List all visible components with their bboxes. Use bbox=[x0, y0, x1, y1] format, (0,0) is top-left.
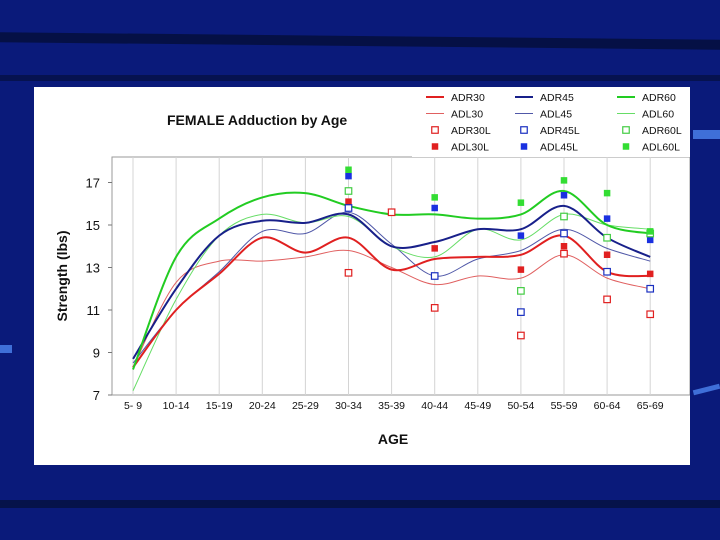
chart-panel: 5- 9 10-14 15-19 20-24 25-29 30-34 35-39 40-44 4… bbox=[34, 87, 690, 465]
legend-swatch bbox=[622, 126, 630, 134]
x-tick-label: 50-54 bbox=[507, 400, 534, 412]
data-point-adl30l bbox=[646, 270, 654, 278]
background-band bbox=[0, 32, 720, 50]
series-layer bbox=[132, 166, 655, 392]
x-tick-label: 55-59 bbox=[551, 400, 578, 412]
y-axis-title: Strength (lbs) bbox=[54, 231, 70, 322]
data-point-adr60l bbox=[560, 212, 568, 221]
series-line-adr45 bbox=[132, 204, 651, 360]
legend-swatch bbox=[431, 126, 439, 134]
plot-area bbox=[111, 156, 690, 396]
x-tick-label: 45-49 bbox=[464, 400, 491, 412]
legend-swatch bbox=[431, 143, 439, 150]
data-point-adr30l bbox=[387, 208, 396, 217]
data-point-adr60l bbox=[517, 287, 525, 295]
y-tick-label: 13 bbox=[86, 261, 100, 276]
legend-label: ADL45 bbox=[540, 109, 572, 121]
legend-label: ADR45L bbox=[540, 125, 580, 137]
data-point-adr30l bbox=[603, 295, 611, 304]
x-tick-label: 15-19 bbox=[206, 400, 233, 412]
data-point-adr30l bbox=[344, 268, 353, 277]
legend-swatch bbox=[520, 143, 528, 150]
legend-label: ADR60L bbox=[642, 125, 682, 137]
x-tick-label: 10-14 bbox=[163, 400, 190, 412]
series-line-adr60 bbox=[132, 189, 651, 370]
x-tick-label: 60-64 bbox=[594, 400, 621, 412]
background-band bbox=[0, 75, 720, 81]
x-axis-title: AGE bbox=[378, 431, 408, 447]
data-point-adl30l bbox=[560, 243, 568, 250]
legend-label: ADR30 bbox=[451, 92, 485, 104]
x-tick-label: 65-69 bbox=[637, 400, 664, 412]
data-point-adl60l bbox=[646, 228, 654, 235]
x-tick-label: 40-44 bbox=[421, 400, 448, 412]
decorative-accent bbox=[692, 383, 720, 396]
data-point-adl45l bbox=[431, 204, 438, 212]
legend-label: ADL30 bbox=[451, 109, 483, 121]
data-point-adl30l bbox=[345, 198, 352, 205]
y-tick-label: 9 bbox=[93, 346, 100, 361]
data-point-adl30l bbox=[603, 251, 611, 258]
x-tick-label: 5- 9 bbox=[124, 400, 142, 412]
y-tick-label: 7 bbox=[93, 388, 100, 403]
data-point-adr45l bbox=[560, 229, 568, 238]
data-point-adr45l bbox=[344, 204, 353, 212]
x-tick-label: 20-24 bbox=[249, 400, 276, 412]
data-point-adr30l bbox=[560, 249, 568, 258]
data-point-adl30l bbox=[517, 266, 525, 273]
legend-box bbox=[412, 87, 690, 157]
legend-label: ADL45L bbox=[540, 142, 578, 154]
legend-label: ADR45 bbox=[540, 92, 574, 104]
decorative-accent bbox=[693, 130, 720, 139]
legend-label: ADL60 bbox=[642, 109, 674, 121]
legend-label: ADL30L bbox=[451, 142, 489, 154]
legend-label: ADR60 bbox=[642, 92, 676, 104]
data-point-adl45l bbox=[603, 215, 611, 222]
legend-swatch bbox=[622, 143, 630, 150]
series-line-adl45 bbox=[132, 211, 651, 364]
legend-swatch bbox=[520, 126, 528, 134]
x-tick-label: 35-39 bbox=[378, 400, 405, 412]
data-point-adl60l bbox=[603, 189, 611, 197]
data-point-adl60l bbox=[560, 177, 568, 184]
data-point-adl60l bbox=[345, 166, 352, 173]
data-point-adr45l bbox=[646, 284, 655, 293]
tick-layer: 5- 9 10-14 15-19 20-24 25-29 30-34 35-39 40-44 4… bbox=[86, 176, 664, 413]
legend: ADR30 ADR45 ADR60 ADL30 ADL45 ADL60 ADR30L ADR4… bbox=[412, 87, 690, 157]
data-point-adr30l bbox=[646, 310, 655, 319]
data-point-adr60l bbox=[344, 187, 353, 195]
decorative-accent bbox=[0, 345, 12, 353]
data-point-adl45l bbox=[345, 172, 352, 180]
data-point-adr45l bbox=[517, 308, 525, 316]
data-point-adl60l bbox=[431, 194, 438, 201]
x-tick-label: 25-29 bbox=[292, 400, 319, 412]
data-point-adr60l bbox=[603, 233, 611, 242]
y-tick-label: 17 bbox=[86, 176, 100, 191]
chart-svg: 5- 9 10-14 15-19 20-24 25-29 30-34 35-39 40-44 4… bbox=[54, 87, 690, 447]
data-point-adl45l bbox=[517, 232, 525, 239]
data-point-adr30l bbox=[517, 331, 525, 340]
y-tick-label: 11 bbox=[87, 303, 101, 318]
background-band bbox=[0, 500, 720, 508]
y-tick-label: 15 bbox=[86, 218, 100, 233]
data-point-adr30l bbox=[430, 304, 439, 312]
legend-label: ADL60L bbox=[642, 142, 680, 154]
data-point-adl45l bbox=[646, 236, 654, 244]
data-point-adl30l bbox=[431, 245, 438, 252]
data-point-adl45l bbox=[560, 192, 568, 199]
legend-label: ADR30L bbox=[451, 125, 491, 137]
data-point-adr45l bbox=[603, 267, 611, 276]
data-point-adl60l bbox=[517, 199, 525, 206]
x-tick-label: 30-34 bbox=[335, 400, 362, 412]
chart-title: FEMALE Adduction by Age bbox=[167, 112, 347, 128]
data-point-adr45l bbox=[430, 272, 439, 280]
